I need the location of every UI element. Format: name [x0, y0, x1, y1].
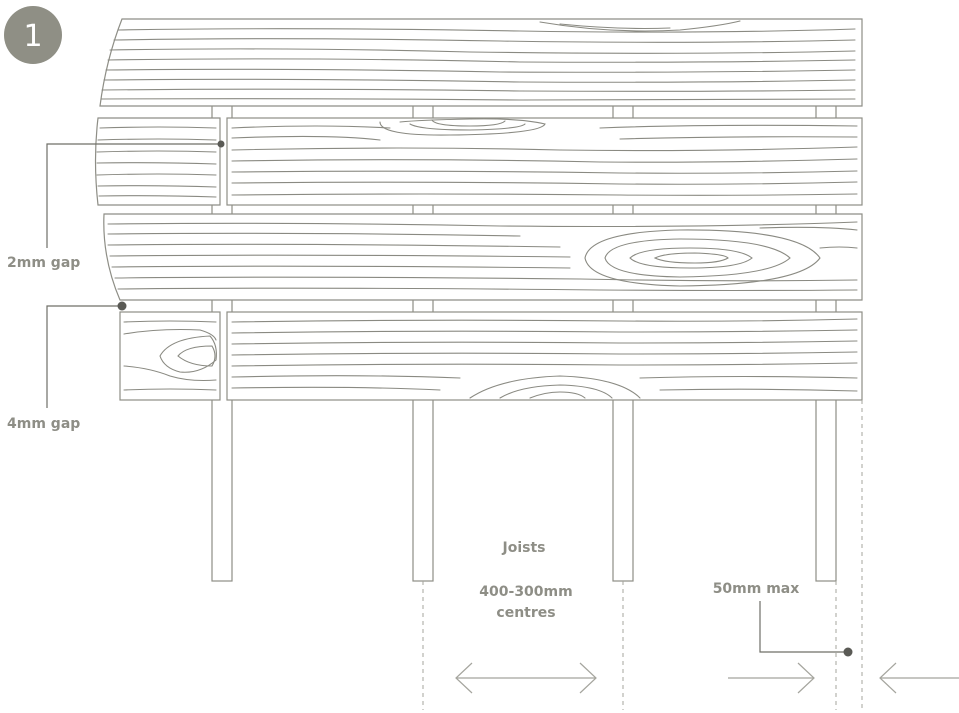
label-2mm-gap: 2mm gap: [7, 255, 80, 271]
guide-lines: [422, 400, 863, 710]
label-4mm-gap: 4mm gap: [7, 416, 80, 432]
callout-4mm-gap: [46, 301, 127, 408]
step-badge: 1: [4, 6, 62, 64]
gap-marker-dot: [117, 301, 127, 311]
deck-board-4-right: [226, 311, 863, 401]
overhang-right-arrow: [728, 662, 815, 694]
step-badge-number: 1: [23, 19, 42, 54]
label-joists: Joists: [502, 540, 546, 556]
label-overhang: 50mm max: [713, 581, 800, 597]
overhang-left-arrow: [879, 662, 959, 694]
callout-overhang: [759, 601, 853, 657]
label-centres-line1: 400-300mm: [479, 584, 572, 600]
deck-board-3: [103, 213, 863, 301]
gap-marker-dot: [217, 140, 225, 148]
centres-double-arrow: [455, 662, 597, 694]
label-centres-line2: centres: [496, 605, 555, 621]
callout-2mm-gap: [46, 140, 225, 248]
deck-board-2-right: [226, 117, 863, 206]
overhang-marker-dot: [843, 647, 853, 657]
deck-board-2-left: [94, 117, 221, 206]
deck-board-4-left: [119, 311, 221, 401]
step-badge-circle: [4, 6, 62, 64]
deck-board-1: [99, 18, 863, 107]
